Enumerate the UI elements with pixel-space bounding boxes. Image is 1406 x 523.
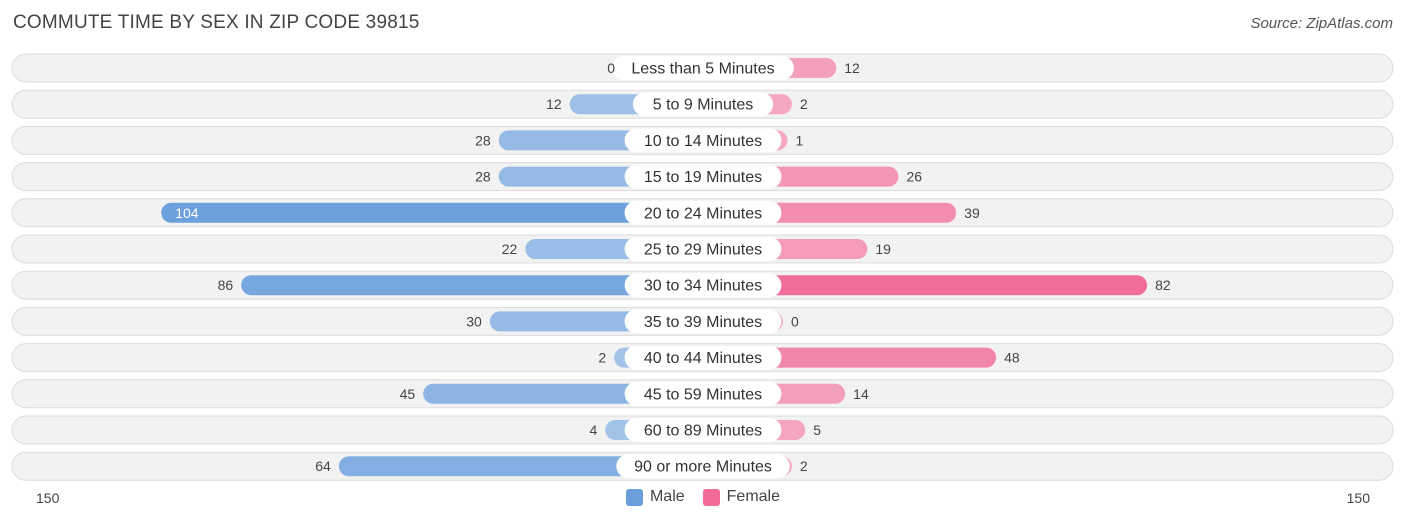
- category-pill: [624, 381, 782, 406]
- female-value-label: 26: [906, 169, 922, 185]
- male-swatch: [625, 488, 643, 506]
- category-pill: [624, 273, 782, 298]
- female-value-label: 14: [853, 386, 869, 402]
- male-value-label: 12: [546, 96, 562, 112]
- chart-source: Source: ZipAtlas.com: [1250, 15, 1393, 32]
- legend-label-female: Female: [726, 488, 781, 505]
- axis-left-label: 150: [36, 490, 60, 506]
- male-bar: [241, 275, 703, 296]
- female-value-label: 39: [964, 205, 980, 221]
- female-value-label: 2: [800, 96, 808, 112]
- male-value-label: 22: [502, 241, 518, 257]
- female-value-label: 12: [844, 60, 860, 76]
- category-pill: [624, 418, 782, 442]
- female-value-label: 1: [795, 132, 803, 148]
- category-label: 15 to 19 Minutes: [644, 169, 762, 186]
- female-swatch: [702, 488, 720, 506]
- male-value-label: 28: [475, 169, 491, 185]
- category-pill: [616, 454, 790, 479]
- category-pill: [624, 164, 782, 189]
- female-value-label: 82: [1155, 277, 1171, 293]
- category-pill: [632, 92, 774, 117]
- chart-title: COMMUTE TIME BY SEX IN ZIP CODE 39815: [13, 12, 420, 33]
- legend-item-male[interactable]: Male: [625, 488, 685, 506]
- female-value-label: 19: [875, 241, 891, 257]
- category-label: 60 to 89 Minutes: [644, 423, 762, 440]
- male-bar: [338, 456, 703, 477]
- male-value-label: 86: [218, 277, 234, 293]
- legend-item-female[interactable]: Female: [702, 488, 781, 506]
- category-pill: [624, 345, 782, 370]
- category-label: 30 to 34 Minutes: [644, 278, 762, 295]
- category-pill: [624, 237, 782, 261]
- chart-legend: Male Female: [0, 488, 1406, 506]
- female-value-label: 48: [1004, 350, 1020, 366]
- female-value-label: 2: [800, 458, 808, 474]
- category-pill: [624, 200, 782, 225]
- category-label: 10 to 14 Minutes: [644, 133, 762, 150]
- category-label: 5 to 9 Minutes: [653, 97, 754, 114]
- category-label: 40 to 44 Minutes: [644, 350, 762, 367]
- category-label: Less than 5 Minutes: [631, 61, 774, 78]
- male-value-label: 104: [175, 205, 199, 221]
- category-label: 35 to 39 Minutes: [644, 314, 762, 331]
- female-bar: [703, 275, 1148, 296]
- category-pill: [624, 128, 782, 153]
- male-value-label: 64: [315, 458, 331, 474]
- male-value-label: 28: [475, 132, 491, 148]
- male-value-label: 4: [589, 422, 597, 438]
- category-pill: [624, 309, 782, 334]
- category-label: 25 to 29 Minutes: [644, 242, 762, 259]
- legend-label-male: Male: [649, 488, 685, 505]
- category-pill: [612, 56, 794, 80]
- category-label: 90 or more Minutes: [634, 459, 772, 476]
- male-value-label: 30: [466, 313, 482, 329]
- category-label: 20 to 24 Minutes: [644, 205, 762, 222]
- female-value-label: 0: [791, 313, 799, 329]
- male-value-label: 2: [598, 350, 606, 366]
- category-label: 45 to 59 Minutes: [644, 386, 762, 403]
- female-value-label: 5: [813, 422, 821, 438]
- male-bar: [161, 202, 704, 223]
- male-value-label: 0: [607, 60, 615, 76]
- male-value-label: 45: [400, 386, 416, 402]
- axis-right-label: 150: [1346, 490, 1370, 506]
